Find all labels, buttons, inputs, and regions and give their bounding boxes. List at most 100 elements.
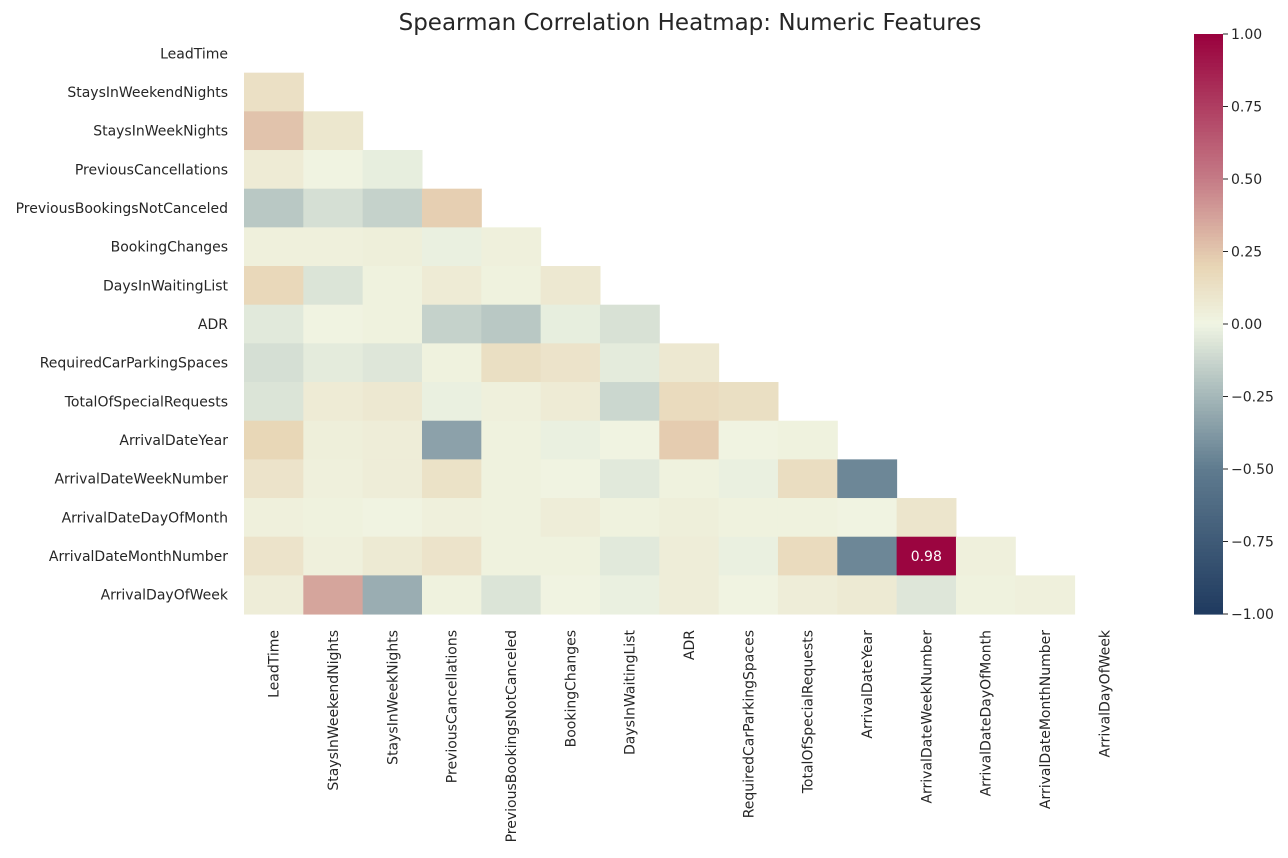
heatmap-cell-6-4 bbox=[481, 266, 542, 306]
colorbar-segment bbox=[1194, 280, 1223, 285]
heatmap-cell-10-8 bbox=[718, 420, 779, 460]
colorbar-segment bbox=[1194, 487, 1223, 492]
heatmap-cell-7-3 bbox=[421, 304, 482, 344]
heatmap-cell-5-3 bbox=[421, 227, 482, 267]
heatmap-cell-12-7 bbox=[659, 498, 720, 538]
colorbar-segment bbox=[1194, 610, 1223, 615]
heatmap-cell-14-5 bbox=[540, 575, 601, 615]
heatmap-cell-9-6 bbox=[599, 382, 660, 422]
heatmap-cells bbox=[244, 72, 1076, 615]
colorbar-segment bbox=[1194, 113, 1223, 118]
colorbar: 1.00 0.75 0.50 0.25 0.00 −0.25 −0.50 −0.75 −1.00 bbox=[1194, 27, 1274, 623]
colorbar-segment bbox=[1194, 175, 1223, 180]
heatmap-cell-11-1 bbox=[303, 459, 364, 499]
colorbar-tick-label: 0.00 bbox=[1231, 317, 1262, 333]
colorbar-segment bbox=[1194, 211, 1223, 216]
colorbar-segment bbox=[1194, 160, 1223, 166]
colorbar-segment bbox=[1194, 70, 1223, 75]
colorbar-segment bbox=[1194, 255, 1223, 260]
colorbar-segment bbox=[1194, 588, 1223, 593]
colorbar-tick-label: 0.50 bbox=[1231, 172, 1262, 188]
colorbar-segment bbox=[1194, 309, 1223, 314]
y-tick-label: PreviousBookingsNotCanceled bbox=[16, 201, 228, 217]
colorbar-segment bbox=[1194, 121, 1223, 126]
heatmap-cell-5-4 bbox=[481, 227, 542, 267]
heatmap-cell-7-1 bbox=[303, 304, 364, 344]
heatmap-cell-14-6 bbox=[599, 575, 660, 615]
heatmap-cell-10-2 bbox=[362, 420, 423, 460]
heatmap-cell-11-8 bbox=[718, 459, 779, 499]
heatmap-cell-14-9 bbox=[777, 575, 838, 615]
colorbar-segment bbox=[1194, 208, 1223, 213]
colorbar-segment bbox=[1194, 92, 1223, 97]
colorbar-segment bbox=[1194, 193, 1223, 198]
colorbar-segment bbox=[1194, 189, 1223, 195]
colorbar-segment bbox=[1194, 472, 1223, 477]
colorbar-segment bbox=[1194, 541, 1223, 546]
heatmap-cell-13-4 bbox=[481, 536, 542, 576]
heatmap-cell-12-4 bbox=[481, 498, 542, 538]
colorbar-segment bbox=[1194, 537, 1223, 543]
x-tick-label: RequiredCarParkingSpaces bbox=[741, 630, 757, 818]
colorbar-segment bbox=[1194, 432, 1223, 437]
colorbar-segment bbox=[1194, 356, 1223, 361]
y-tick-label: StaysInWeekendNights bbox=[67, 85, 228, 101]
colorbar-segment bbox=[1194, 222, 1223, 227]
colorbar-segment bbox=[1194, 305, 1223, 311]
heatmap-cell-11-5 bbox=[540, 459, 601, 499]
heatmap-cell-13-0 bbox=[244, 536, 304, 576]
heatmap-cell-13-7 bbox=[659, 536, 720, 576]
colorbar-segment bbox=[1194, 421, 1223, 427]
heatmap-cell-6-5 bbox=[540, 266, 601, 306]
colorbar-segment bbox=[1194, 545, 1223, 550]
heatmap-cell-9-5 bbox=[540, 382, 601, 422]
colorbar-segment bbox=[1194, 385, 1223, 390]
colorbar-segment bbox=[1194, 84, 1223, 89]
heatmap-cell-14-11 bbox=[896, 575, 957, 615]
heatmap-cell-14-4 bbox=[481, 575, 542, 615]
heatmap-cell-14-3 bbox=[421, 575, 482, 615]
colorbar-segment bbox=[1194, 411, 1223, 416]
colorbar-segment bbox=[1194, 469, 1223, 474]
x-tick-label: StaysInWeekNights bbox=[385, 630, 401, 765]
colorbar-segment bbox=[1194, 99, 1223, 104]
heatmap-cell-14-13 bbox=[1015, 575, 1076, 615]
colorbar-segment bbox=[1194, 519, 1223, 524]
colorbar-segment bbox=[1194, 48, 1223, 53]
colorbar-segment bbox=[1194, 440, 1223, 445]
y-tick-label: ArrivalDateDayOfMonth bbox=[62, 510, 228, 526]
colorbar-segment bbox=[1194, 338, 1223, 343]
colorbar-segment bbox=[1194, 595, 1223, 601]
heatmap-cell-8-2 bbox=[362, 343, 423, 383]
colorbar-segment bbox=[1194, 276, 1223, 282]
x-tick-label: ArrivalDateYear bbox=[860, 630, 876, 739]
heatmap-cell-10-3 bbox=[421, 420, 482, 460]
colorbar-segment bbox=[1194, 429, 1223, 434]
colorbar-segment bbox=[1194, 530, 1223, 535]
colorbar-segment bbox=[1194, 302, 1223, 307]
colorbar-segment bbox=[1194, 168, 1223, 173]
heatmap-cell-8-6 bbox=[599, 343, 660, 383]
colorbar-segment bbox=[1194, 251, 1223, 256]
colorbar-segment bbox=[1194, 81, 1223, 86]
colorbar-segment bbox=[1194, 77, 1223, 82]
colorbar-segment bbox=[1194, 106, 1223, 111]
heatmap-cell-5-2 bbox=[362, 227, 423, 267]
colorbar-segment bbox=[1194, 215, 1223, 220]
colorbar-segment bbox=[1194, 287, 1223, 292]
colorbar-segment bbox=[1194, 501, 1223, 506]
colorbar-segment bbox=[1194, 360, 1223, 365]
colorbar-segment bbox=[1194, 425, 1223, 430]
heatmap-cell-11-0 bbox=[244, 459, 304, 499]
colorbar-segment bbox=[1194, 392, 1223, 398]
colorbar-segment bbox=[1194, 295, 1223, 300]
colorbar-segment bbox=[1194, 88, 1223, 93]
colorbar-segment bbox=[1194, 581, 1223, 586]
heatmap-cell-12-6 bbox=[599, 498, 660, 538]
colorbar-segment bbox=[1194, 131, 1223, 137]
colorbar-segment bbox=[1194, 313, 1223, 318]
y-tick-labels: LeadTime StaysInWeekendNights StaysInWeekN… bbox=[16, 46, 229, 603]
colorbar-segment bbox=[1194, 266, 1223, 271]
colorbar-tick-label: −0.50 bbox=[1231, 462, 1274, 478]
heatmap-cell-12-0 bbox=[244, 498, 304, 538]
